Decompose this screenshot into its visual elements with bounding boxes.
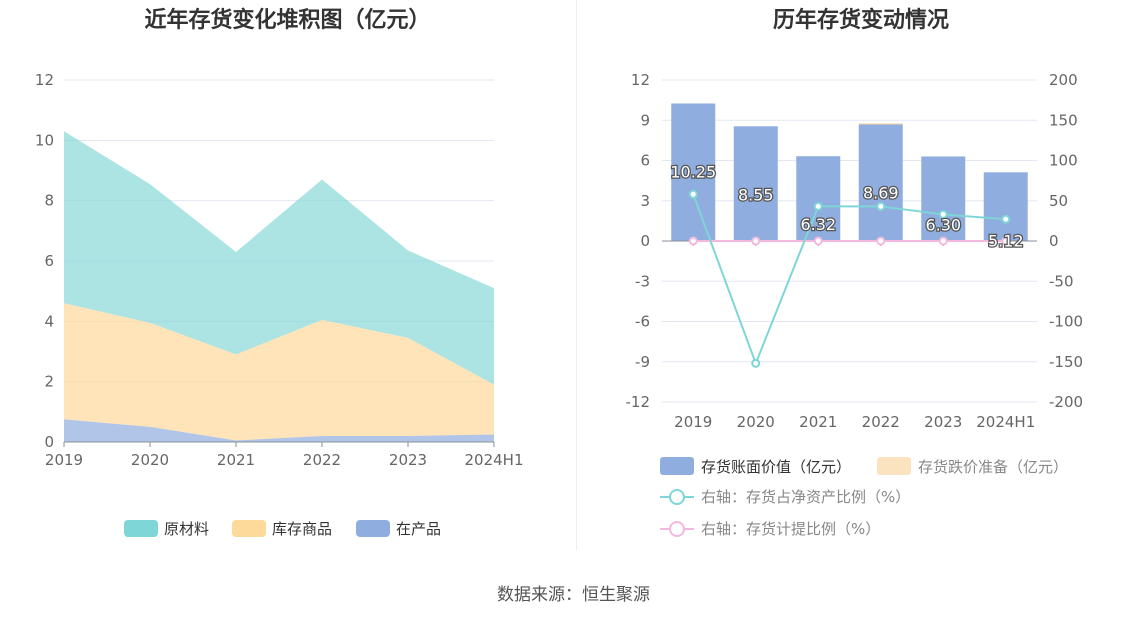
right-x-tick-label: 2020 [737, 413, 775, 431]
right-right-y-tick-label: 0 [1049, 232, 1059, 250]
right-x-tick-label: 2022 [862, 413, 900, 431]
bar-data-label: 5.12 [988, 231, 1024, 250]
legend-label: 原材料 [164, 520, 209, 538]
area-finished-goods [64, 303, 494, 441]
left-y-tick-label: 4 [44, 312, 54, 330]
point-provision-ratio [688, 236, 698, 246]
chart-divider [576, 0, 577, 550]
point-net-asset-ratio [688, 189, 698, 199]
point-net-asset-ratio [813, 201, 823, 211]
area-raw-material [64, 131, 494, 385]
legend-label: 右轴：存货占净资产比例（%） [701, 488, 910, 506]
right-x-tick-label: 2019 [674, 413, 712, 431]
left-y-tick-label: 10 [35, 131, 54, 149]
bar-data-label: 6.30 [925, 215, 961, 234]
right-left-y-tick-label: -9 [635, 353, 650, 371]
bar-inventory-book-value [796, 156, 841, 241]
right-left-y-tick-label: -3 [635, 272, 650, 290]
bar-data-label: 10.25 [670, 162, 716, 181]
bar-inventory-book-value [983, 172, 1028, 241]
line-net-asset-ratio [692, 193, 1006, 367]
right-right-y-tick-label: -50 [1049, 272, 1074, 290]
point-provision-ratio [813, 236, 823, 246]
legend-swatch [232, 520, 266, 537]
right-left-y-tick-label: -12 [626, 393, 651, 411]
bar-data-label: 8.69 [863, 183, 899, 202]
left-x-tick-label: 2024H1 [465, 451, 524, 469]
left-x-tick-label: 2021 [217, 451, 255, 469]
data-source: 数据来源：恒生聚源 [497, 585, 650, 605]
legend-label: 存货账面价值（亿元） [701, 458, 851, 476]
legend-marker [669, 521, 685, 537]
bar-inventory-book-value [733, 126, 778, 241]
left-x-tick-label: 2020 [131, 451, 169, 469]
legend-label: 在产品 [396, 520, 441, 538]
left-y-tick-label: 6 [44, 252, 54, 270]
point-provision-ratio [1001, 236, 1011, 246]
left-x-tick-label: 2023 [389, 451, 427, 469]
left-chart-title: 近年存货变化堆积图（亿元） [144, 8, 431, 33]
legend-swatch [124, 520, 158, 537]
right-right-y-tick-label: 100 [1049, 152, 1078, 170]
left-x-tick-label: 2022 [303, 451, 341, 469]
point-provision-ratio [876, 236, 886, 246]
point-net-asset-ratio [876, 201, 886, 211]
right-left-y-tick-label: 12 [631, 71, 650, 89]
bar-inventory-book-value [858, 124, 903, 241]
right-right-y-tick-label: 50 [1049, 192, 1068, 210]
bar-data-label: 8.55 [738, 185, 774, 204]
bar-inventory-book-value [921, 156, 966, 241]
point-provision-ratio [938, 236, 948, 246]
right-right-y-tick-label: 200 [1049, 71, 1078, 89]
right-right-y-tick-label: -200 [1049, 393, 1083, 411]
area-work-in-progress [64, 419, 494, 442]
point-provision-ratio [751, 236, 761, 246]
right-right-y-tick-label: -100 [1049, 313, 1083, 331]
legend-swatch [356, 520, 390, 537]
bar-inventory-book-value [671, 103, 716, 242]
left-y-tick-label: 0 [44, 433, 54, 451]
legend-label: 右轴：存货计提比例（%） [701, 520, 880, 538]
legend-swatch [877, 457, 911, 475]
left-x-tick-label: 2019 [45, 451, 83, 469]
right-left-y-tick-label: 3 [640, 192, 650, 210]
right-left-y-tick-label: -6 [635, 313, 650, 331]
left-y-tick-label: 8 [44, 192, 54, 210]
left-y-tick-label: 12 [35, 71, 54, 89]
point-net-asset-ratio [938, 209, 948, 219]
right-x-tick-label: 2021 [799, 413, 837, 431]
right-x-tick-label: 2023 [924, 413, 962, 431]
legend-label: 库存商品 [272, 520, 332, 538]
point-net-asset-ratio [751, 358, 761, 368]
right-left-y-tick-label: 6 [640, 152, 650, 170]
right-x-tick-label: 2024H1 [976, 413, 1035, 431]
right-right-y-tick-label: -150 [1049, 353, 1083, 371]
right-right-y-tick-label: 150 [1049, 111, 1078, 129]
right-left-y-tick-label: 9 [640, 111, 650, 129]
bar-data-label: 6.32 [800, 215, 836, 234]
legend-label: 存货跌价准备（亿元） [918, 458, 1068, 476]
charts-canvas: 0 2 4 6 8 10 12 2019 2020 2021 2022 2023 2024H1 原材料 库存… [35, 71, 1083, 538]
bar-impairment-provision [858, 123, 903, 125]
right-left-y-tick-label: 0 [640, 232, 650, 250]
right-chart-title: 历年存货变动情况 [772, 8, 949, 33]
left-y-tick-label: 2 [44, 373, 54, 391]
point-net-asset-ratio [1001, 214, 1011, 224]
legend-marker [669, 489, 685, 505]
legend-swatch [660, 457, 694, 475]
